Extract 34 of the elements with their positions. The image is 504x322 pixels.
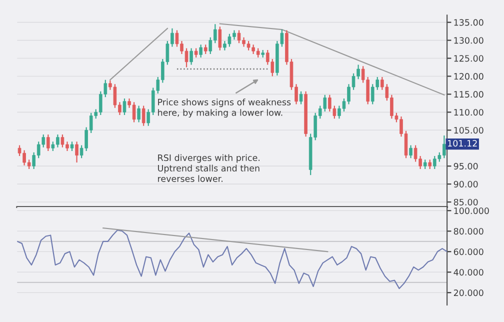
candlestick [423, 159, 427, 170]
candlestick [299, 90, 303, 105]
annotation: Price shows signs of weakness here, by making a lower low. [158, 98, 291, 118]
y-tick-label: 85.00 [454, 198, 478, 206]
candlestick [142, 105, 146, 126]
candlestick [70, 141, 74, 152]
candlestick [137, 105, 140, 123]
y-tick-label: 110.00 [454, 109, 484, 116]
candlestick [218, 26, 222, 51]
text: 101.12 [448, 140, 477, 147]
candlestick [122, 98, 126, 116]
y-tick-label: 60.000 [454, 248, 484, 256]
annotation: RSI diverges with price. Uptrend stalls and then reverses lower. [158, 154, 260, 182]
y-tick-label: 130.00 [454, 37, 484, 44]
candlestick [204, 44, 208, 55]
candlestick [190, 48, 193, 66]
y-tick-label: 135.00 [454, 19, 484, 26]
y-tick-label: 80.000 [454, 228, 484, 235]
candlestick [428, 159, 432, 170]
y-tick-label: 115.00 [454, 91, 484, 98]
candlestick [75, 141, 78, 164]
y-tick-label: 20.000 [454, 289, 484, 296]
candlestick [199, 44, 202, 58]
y-tick-label: 125.00 [454, 55, 484, 62]
candlestick [194, 48, 198, 58]
y-tick-label: 95.00 [454, 162, 478, 170]
y-tick-label: 40.000 [454, 268, 484, 276]
y-tick-label: 100.000 [454, 207, 489, 214]
y-tick-label: 120.00 [454, 73, 484, 80]
y-tick-label: 90.00 [454, 180, 478, 188]
line-series [17, 230, 448, 290]
candlestick [46, 134, 50, 152]
y-tick-label: 105.00 [454, 126, 484, 134]
candlestick [409, 144, 412, 159]
